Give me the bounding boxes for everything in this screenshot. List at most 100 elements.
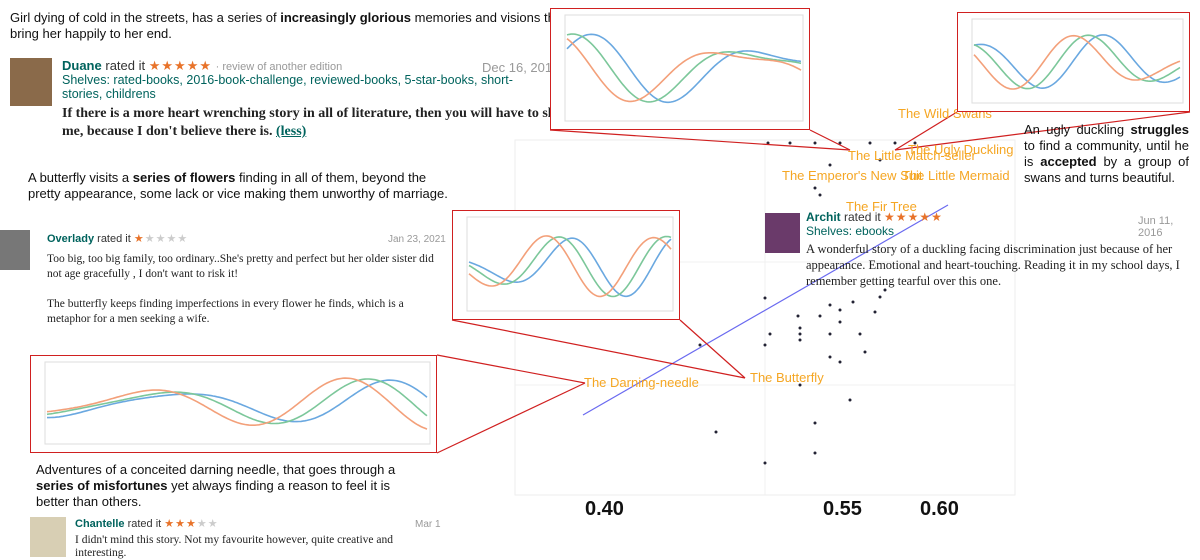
summary: Girl dying of cold in the streets, has a… bbox=[10, 10, 570, 42]
rated: rated it bbox=[105, 58, 146, 73]
summary-part: to find a community, until he is bbox=[1024, 138, 1189, 169]
summary: A butterfly visits a series of flowers f… bbox=[28, 170, 448, 202]
user[interactable]: Archit bbox=[806, 210, 841, 224]
stars: ★★★★★ bbox=[148, 58, 213, 73]
dot bbox=[828, 355, 832, 359]
x-tick-label: 0.60 bbox=[920, 498, 959, 520]
review-header: Chantelle rated it ★★★★★ bbox=[75, 517, 219, 530]
dot bbox=[798, 326, 802, 330]
inset-lines bbox=[971, 18, 1184, 104]
inset-lines bbox=[564, 14, 804, 122]
dot bbox=[818, 314, 822, 318]
dot bbox=[838, 360, 842, 364]
story-label: The Ugly Duckling bbox=[908, 142, 1014, 157]
dot bbox=[714, 430, 718, 434]
dot bbox=[838, 141, 842, 145]
rated: rated it bbox=[844, 210, 881, 224]
text: If there is a more heart wrenching story… bbox=[62, 106, 573, 139]
summary-part: series of flowers bbox=[132, 170, 236, 185]
story-label: The Little Match-seller bbox=[848, 148, 976, 163]
avatar bbox=[765, 213, 800, 253]
dot bbox=[893, 141, 897, 145]
inset-lines bbox=[44, 361, 431, 445]
inset-line bbox=[566, 33, 802, 104]
dot bbox=[873, 310, 877, 314]
summary-part: struggles bbox=[1130, 122, 1189, 137]
dot bbox=[813, 186, 817, 190]
review-header: Overlady rated it ★★★★★ bbox=[47, 232, 188, 245]
inset-axes bbox=[44, 361, 431, 445]
dots bbox=[698, 141, 917, 465]
summary-part: finding in all of them, beyond the prett… bbox=[28, 170, 448, 201]
text: Too big, too big family, too ordinary..S… bbox=[47, 253, 434, 280]
inset-line bbox=[973, 34, 1181, 90]
inset-line bbox=[973, 34, 1181, 90]
inset-line bbox=[46, 377, 428, 430]
story-label: The Butterfly bbox=[750, 370, 824, 385]
connectors bbox=[436, 111, 1191, 454]
review-text: If there is a more heart wrenching story… bbox=[62, 105, 582, 141]
review-text: I didn't mind this story. Not my favouri… bbox=[75, 534, 393, 559]
date: Jun 11, 2016 bbox=[1138, 215, 1174, 239]
inset-line bbox=[566, 33, 802, 103]
story-label: The Darning-needle bbox=[584, 375, 699, 390]
user[interactable]: Duane bbox=[62, 58, 102, 73]
dot bbox=[763, 296, 767, 300]
shelves: Shelves: ebooks bbox=[806, 224, 895, 238]
text: The butterfly keeps finding imperfection… bbox=[47, 298, 404, 325]
summary-part: accepted bbox=[1040, 154, 1097, 169]
x-tick-label: 0.55 bbox=[823, 498, 862, 520]
summary-part: An ugly duckling bbox=[1024, 122, 1131, 137]
stars: ★★★ bbox=[164, 518, 197, 530]
stars: ★ bbox=[133, 233, 145, 245]
less-link[interactable]: (less) bbox=[276, 124, 307, 139]
summary: An ugly duckling struggles to find a com… bbox=[1024, 122, 1189, 186]
rated: rated it bbox=[127, 518, 162, 530]
story-label: The Little Mermaid bbox=[902, 168, 1010, 183]
dot bbox=[798, 332, 802, 336]
edition: · review of another edition bbox=[215, 61, 343, 73]
date: Jan 23, 2021 bbox=[388, 234, 446, 245]
review-text: Too big, too big family, too ordinary..S… bbox=[47, 252, 447, 327]
inset-plot bbox=[452, 210, 680, 320]
x-tick-label: 0.40 bbox=[585, 498, 624, 520]
dot bbox=[838, 308, 842, 312]
story-label: The Emperor's New Suit bbox=[782, 168, 923, 183]
dot bbox=[796, 314, 800, 318]
inset-plot bbox=[550, 8, 810, 130]
summary-part: series of misfortunes bbox=[36, 478, 168, 493]
inset-line bbox=[566, 38, 802, 103]
user[interactable]: Overlady bbox=[47, 233, 95, 245]
stars-empty: ★★★★ bbox=[144, 233, 189, 245]
summary-part: A butterfly visits a bbox=[28, 170, 133, 185]
inset-line bbox=[468, 235, 672, 298]
date: Dec 16, 2015 bbox=[482, 60, 560, 75]
inset-axes bbox=[466, 216, 674, 312]
dot bbox=[828, 303, 832, 307]
dot bbox=[828, 163, 832, 167]
inset-line bbox=[46, 378, 428, 425]
story-label: The Fir Tree bbox=[846, 199, 917, 214]
summary-part: increasingly glorious bbox=[280, 10, 412, 25]
user[interactable]: Chantelle bbox=[75, 518, 125, 530]
inset-plot bbox=[30, 355, 437, 453]
avatar bbox=[30, 517, 66, 557]
dot bbox=[763, 343, 767, 347]
review-header: Duane rated it ★★★★★ · review of another… bbox=[62, 58, 342, 74]
inset-line bbox=[468, 237, 672, 298]
inset-axes bbox=[971, 18, 1184, 104]
inset-line bbox=[468, 235, 672, 298]
dot bbox=[878, 158, 882, 162]
review-header: Archit rated it ★★★★★ bbox=[806, 210, 943, 224]
inset-line bbox=[47, 379, 428, 423]
dot bbox=[698, 343, 702, 347]
dot bbox=[813, 451, 817, 455]
dot bbox=[813, 141, 817, 145]
summary-part: by a group of swans and turns beautiful. bbox=[1024, 154, 1190, 185]
dot bbox=[883, 288, 887, 292]
dot bbox=[863, 350, 867, 354]
dot bbox=[798, 383, 802, 387]
summary-part: memories and visions that bring her happ… bbox=[10, 10, 566, 41]
dot bbox=[788, 141, 792, 145]
